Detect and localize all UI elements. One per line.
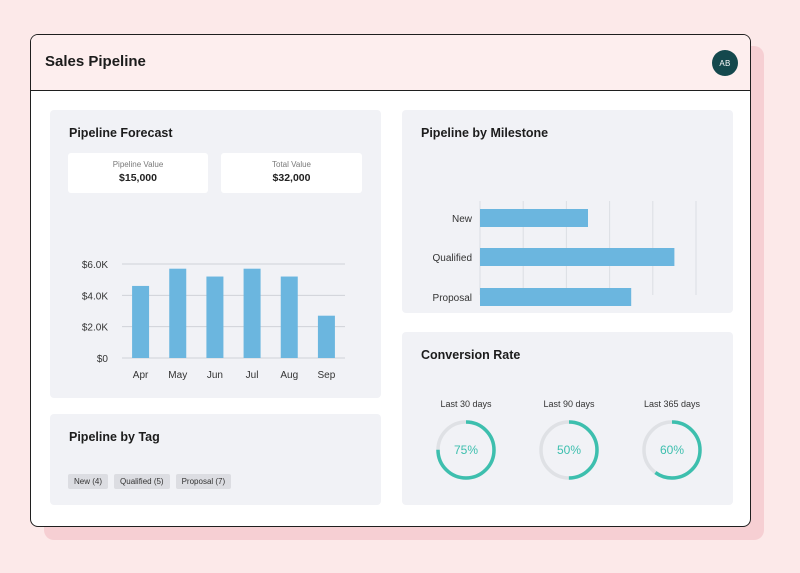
ring-value: 50% [557,443,581,457]
pipeline-tag-card: Pipeline by Tag New (4) Qualified (5) Prop… [50,414,381,505]
y-tick-label: $0 [97,354,109,365]
ring-label: Last 90 days [543,399,595,409]
stat-value: $15,000 [119,172,157,184]
app-header: Sales Pipeline AB [31,35,750,91]
x-tick-label: Sep [318,370,336,381]
conversion-rate-card: Conversion Rate Last 30 days 75% Last 90… [402,332,733,505]
progress-ring: 75% [436,420,496,480]
x-tick-label: May [168,370,187,381]
progress-ring: 60% [642,420,702,480]
bar-qualified [480,248,675,266]
app-window: Sales Pipeline AB Pipeline Forecast Pipe… [30,34,751,527]
tag-list: New (4) Qualified (5) Proposal (7) [68,471,237,489]
y-tick-label: Proposal [433,293,472,304]
x-tick-label: Apr [133,370,149,381]
card-title: Pipeline by Milestone [421,126,549,140]
conversion-90-days: Last 90 days 50% [524,399,614,482]
tag-new[interactable]: New (4) [68,474,109,489]
pipeline-milestone-card: Pipeline by Milestone 0246810NewQualifie… [402,110,733,313]
forecast-bar-chart: $0 $2.0K $4.0K $6.0K Apr May Jun Jul Aug Sep [82,260,345,381]
avatar[interactable]: AB [712,50,738,76]
page-title: Sales Pipeline [45,53,146,70]
pipeline-value-stat: Pipeline Value $15,000 [68,153,208,193]
y-tick-label: $4.0K [82,291,108,302]
bar-proposal [480,288,632,306]
tag-proposal[interactable]: Proposal (7) [175,474,232,489]
bar-jul [243,268,261,358]
pipeline-forecast-card: Pipeline Forecast Pipeline Value $15,000… [50,110,381,398]
bar-apr [132,285,150,358]
card-title: Pipeline Forecast [69,126,173,140]
card-title: Conversion Rate [421,348,521,362]
ring-arc [642,420,702,480]
ring-arc [436,420,496,480]
y-tick-label: $2.0K [82,323,108,334]
bar-sep [317,315,335,358]
total-value-stat: Total Value $32,000 [221,153,362,193]
progress-ring: 50% [539,420,599,480]
ring-arc [539,420,599,480]
milestone-bar-chart: 0246810NewQualifiedProposal [433,201,697,306]
y-tick-label: Qualified [433,253,472,264]
ring-label: Last 365 days [643,399,701,409]
card-title: Pipeline by Tag [69,430,160,444]
x-tick-label: Jun [207,370,223,381]
tag-qualified[interactable]: Qualified (5) [114,474,170,489]
x-tick-label: Jul [246,370,259,381]
ring-label: Last 30 days [440,399,492,409]
stat-value: $32,000 [272,172,311,184]
bar-jun [206,276,224,358]
y-tick-label: $6.0K [82,260,108,271]
bar-new [480,209,588,227]
ring-value: 75% [454,443,478,457]
stat-label: Total Value [272,160,311,169]
x-tick-label: Aug [280,370,298,381]
conversion-30-days: Last 30 days 75% [421,399,511,482]
conversion-365-days: Last 365 days 60% [627,399,717,482]
bar-aug [280,276,298,358]
bar-may [169,268,187,358]
stat-label: Pipeline Value [112,160,164,169]
y-tick-label: New [452,214,473,225]
ring-value: 60% [660,443,684,457]
